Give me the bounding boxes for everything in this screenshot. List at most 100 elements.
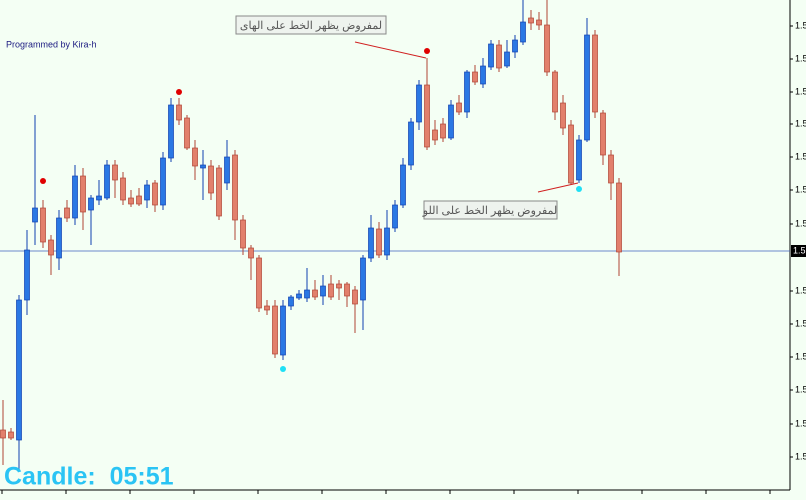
annotation-box <box>235 15 387 35</box>
candle-body <box>528 17 534 24</box>
candle-body <box>112 164 118 181</box>
candle-body <box>184 117 190 149</box>
credit: Programmed by Kira-h <box>6 39 97 49</box>
candle-body <box>520 21 526 43</box>
candle-body <box>16 299 22 441</box>
y-tick-label: 1.5 <box>795 20 806 30</box>
candle-body <box>96 195 102 201</box>
candle-body <box>400 164 406 206</box>
annotation: لمفروض يظهر الخط على اللو <box>422 205 557 217</box>
candle-body <box>456 102 462 113</box>
candle-body <box>80 175 86 213</box>
candle-body <box>488 43 494 68</box>
candle-body <box>384 227 390 256</box>
signal-dot <box>40 178 46 184</box>
y-tick-label: 1.5 <box>795 351 806 361</box>
candle-body <box>248 247 254 259</box>
candle-body <box>136 195 142 205</box>
signal-dot <box>176 89 182 95</box>
candle-body <box>552 71 558 113</box>
candle-body <box>432 129 438 141</box>
y-tick-label: 1.5 <box>795 318 806 328</box>
candle-body <box>464 71 470 113</box>
candle-body <box>600 112 606 156</box>
candle-body <box>352 289 358 305</box>
candle-body <box>272 305 278 355</box>
candle-body <box>512 39 518 53</box>
y-tick-label: 1.5 <box>795 384 806 394</box>
candle-body <box>504 51 510 67</box>
candle-body <box>216 167 222 217</box>
y-tick-label: 1.5 <box>795 118 806 128</box>
candle-body <box>56 217 62 259</box>
signal-dot <box>576 186 582 192</box>
candle-body <box>544 24 550 73</box>
y-tick-label: 1.5 <box>795 418 806 428</box>
candle-body <box>232 154 238 221</box>
y-tick-label: 1.5 <box>795 285 806 295</box>
time-ticks <box>1 490 771 494</box>
candle-body <box>608 154 614 184</box>
candle-body <box>344 283 350 297</box>
candle-body <box>8 431 14 439</box>
candle-body <box>392 204 398 229</box>
y-tick-label: 1.5 <box>795 86 806 96</box>
candle-body <box>584 34 590 141</box>
candle-body <box>24 249 30 301</box>
candle-body <box>0 429 6 439</box>
signal-dot <box>280 366 286 372</box>
candle-body <box>480 65 486 85</box>
candle-body <box>168 104 174 159</box>
candle-body <box>256 257 262 309</box>
candle-body <box>104 164 110 199</box>
candle-body <box>192 147 198 167</box>
candle-body <box>304 289 310 299</box>
candle-body <box>32 207 38 223</box>
annotation-line <box>354 41 427 59</box>
candle-body <box>496 44 502 69</box>
candle-body <box>336 283 342 289</box>
signal-dot <box>424 48 430 54</box>
candle-body <box>264 305 270 311</box>
candle-body <box>296 293 302 299</box>
candle-body <box>120 177 126 201</box>
candle-body <box>616 182 622 253</box>
candle-body <box>312 289 318 298</box>
candle-body <box>240 219 246 249</box>
candle-body <box>72 175 78 219</box>
candle-body <box>224 156 230 184</box>
candle-body <box>88 197 94 211</box>
y-tick-label: 1.5 <box>795 151 806 161</box>
candle-body <box>360 257 366 301</box>
candle-body <box>200 164 206 169</box>
candle-body <box>424 84 430 148</box>
candle-body <box>320 285 326 297</box>
candle-body <box>48 239 54 256</box>
candle-body <box>536 19 542 26</box>
candle-body <box>144 184 150 201</box>
candle-body <box>592 34 598 113</box>
y-tick-label: 1.5 <box>795 53 806 63</box>
candle-body <box>472 71 478 83</box>
current-price-box <box>791 245 806 257</box>
y-tick-label: 1.5 <box>795 451 806 461</box>
y-tick-label: 1.5 <box>795 218 806 228</box>
candle-body <box>160 157 166 206</box>
candle-body <box>560 102 566 129</box>
candle-body <box>368 227 374 259</box>
candle-body <box>568 124 574 184</box>
annotation-line <box>537 182 579 193</box>
candle-body <box>280 305 286 356</box>
candle-body <box>40 207 46 243</box>
candle-body <box>152 182 158 206</box>
candle-body <box>328 283 334 298</box>
candle-body <box>64 207 70 219</box>
candle-body <box>576 139 582 181</box>
candle-body <box>440 123 446 139</box>
annotation-box <box>423 200 558 220</box>
candle-body <box>208 165 214 194</box>
candle-body <box>408 121 414 166</box>
